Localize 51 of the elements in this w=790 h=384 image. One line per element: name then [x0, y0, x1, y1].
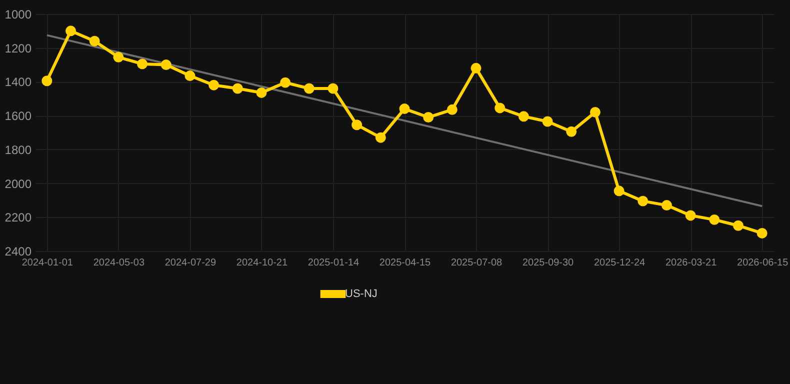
point — [590, 106, 600, 118]
x-tick-label: 2024-07-29 — [164, 258, 216, 268]
point — [542, 116, 553, 127]
x-tick-label: 2024-01-01 — [22, 258, 74, 268]
point — [232, 83, 243, 94]
x-tick-label: 2026-06-15 — [737, 258, 789, 268]
point — [184, 70, 196, 82]
point — [280, 77, 291, 88]
x-tick-label: 2025-07-08 — [450, 258, 503, 268]
y-tick-label: 1400 — [4, 75, 32, 90]
point — [709, 214, 720, 225]
point — [328, 83, 338, 94]
point — [661, 200, 672, 211]
y-tick-label: 2400 — [4, 244, 32, 258]
legend-label: US-NJ — [345, 288, 378, 300]
x-tick-label: 2024-05-03 — [93, 258, 145, 268]
point — [66, 26, 76, 36]
point — [494, 102, 506, 114]
point — [566, 126, 577, 137]
point — [685, 210, 696, 221]
x-tick-label: 2025-12-24 — [594, 258, 646, 268]
y-tick-label: 1600 — [4, 109, 32, 124]
x-tick-label: 2024-10-21 — [236, 258, 288, 268]
point — [638, 196, 648, 206]
point — [375, 132, 386, 143]
x-tick-label: 2025-01-14 — [308, 258, 360, 268]
point — [256, 87, 267, 98]
point — [113, 52, 124, 62]
point — [399, 104, 410, 114]
point — [614, 186, 624, 196]
point — [160, 60, 172, 70]
x-tick-label: 2025-09-30 — [522, 258, 574, 268]
point — [208, 80, 220, 90]
y-tick-label: 1200 — [4, 41, 32, 56]
point — [756, 228, 768, 238]
y-tick-label: 2200 — [4, 210, 32, 225]
x-tick-label: 2025-04-15 — [379, 258, 432, 268]
point — [137, 58, 148, 70]
point — [304, 83, 314, 94]
point — [89, 36, 100, 46]
point — [423, 112, 434, 122]
point — [42, 76, 52, 86]
y-tick-label: 2000 — [4, 176, 32, 191]
point — [733, 220, 744, 231]
point — [352, 120, 362, 130]
point — [518, 111, 529, 122]
point — [470, 62, 482, 74]
y-tick-label: 1800 — [4, 142, 32, 157]
x-tick-label: 2026-03-21 — [665, 258, 718, 268]
y-tick-label: 1000 — [4, 8, 32, 22]
point — [446, 104, 458, 115]
